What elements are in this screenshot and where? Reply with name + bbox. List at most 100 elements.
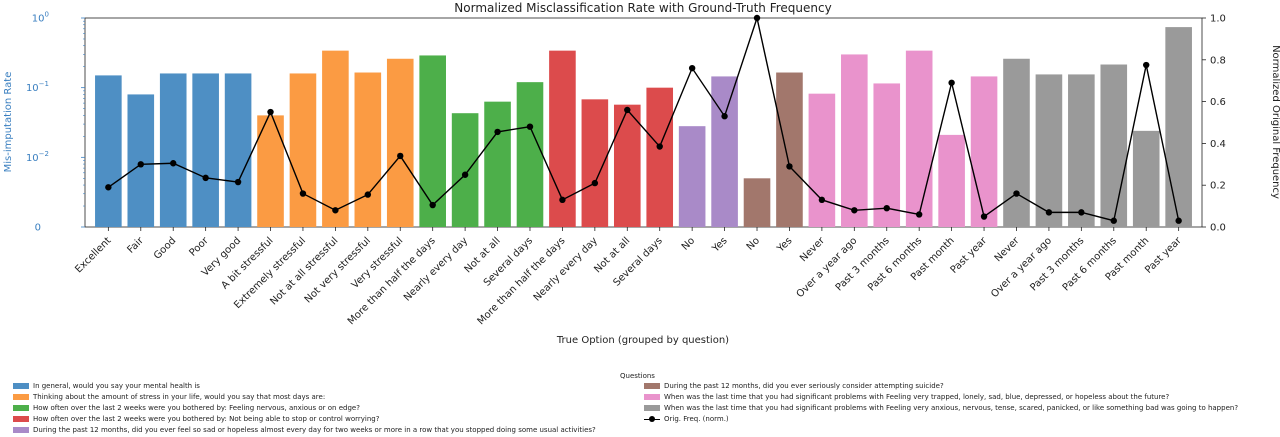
legend-label: How often over the last 2 weeks were you… <box>33 404 360 412</box>
line-marker <box>559 196 566 204</box>
bar <box>1068 74 1095 227</box>
line-marker <box>851 207 858 214</box>
legend-swatch <box>13 383 29 389</box>
left-y-axis: 100 10−1 10−2 0 <box>26 11 85 234</box>
x-tick-label: Never <box>798 235 827 264</box>
y-tick-label: 0 <box>35 223 41 234</box>
plot-area-border <box>84 17 1203 228</box>
legend-item: How often over the last 2 weeks were you… <box>13 403 360 413</box>
line-marker <box>494 128 501 136</box>
y-tick-label: 100 <box>32 11 49 25</box>
line-marker <box>818 196 826 204</box>
bar <box>192 73 219 227</box>
x-tick-label: Yes <box>775 235 795 255</box>
legend-label: When was the last time that you had sign… <box>664 393 1170 401</box>
x-axis-label: True Option (grouped by question) <box>556 335 729 346</box>
line-marker <box>948 79 955 86</box>
bar <box>1100 64 1128 227</box>
legend-label: In general, would you say your mental he… <box>33 382 200 390</box>
line-marker <box>883 204 890 212</box>
bar <box>905 50 933 227</box>
plot-frame <box>84 17 1203 228</box>
line-marker <box>105 184 112 191</box>
line-marker <box>1110 217 1117 224</box>
bar <box>970 76 998 227</box>
bar <box>1035 74 1063 227</box>
bar <box>743 178 771 227</box>
bar <box>1165 27 1192 227</box>
bar <box>1132 130 1160 227</box>
frequency-line-series <box>105 14 1182 224</box>
x-tick-label: Never <box>993 235 1022 264</box>
y2-tick-label: 0.6 <box>1210 97 1226 108</box>
line-marker <box>1045 209 1053 216</box>
right-y-axis-label: Normalized Original Frequency <box>1270 45 1280 199</box>
bar <box>841 54 868 228</box>
y-tick-label: 10−2 <box>26 150 49 164</box>
x-tick-label: Past year <box>1143 235 1184 276</box>
bar <box>613 104 641 227</box>
line-marker <box>688 64 696 72</box>
x-tick-label: Over a year ago <box>795 235 860 300</box>
legend-label: When was the last time that you had sign… <box>664 404 1239 412</box>
bar <box>419 55 446 228</box>
legend-title: Questions <box>620 372 655 380</box>
legend-swatch <box>644 394 660 400</box>
legend-swatch <box>13 394 29 400</box>
bar <box>484 101 511 227</box>
y-axis-label: Mis-imputation Rate <box>3 72 14 173</box>
line-marker <box>364 191 372 198</box>
line-marker <box>1078 209 1085 216</box>
line-marker <box>397 152 404 160</box>
legend-item: In general, would you say your mental he… <box>13 381 200 391</box>
line-marker <box>332 207 339 214</box>
legend-line-swatch <box>644 415 660 423</box>
y2-tick-label: 0.2 <box>1210 181 1226 192</box>
line-marker <box>137 161 144 168</box>
bar <box>1003 58 1030 228</box>
y-tick-label: 10−1 <box>26 80 49 94</box>
line-marker <box>526 123 534 130</box>
line-marker <box>1143 61 1150 69</box>
bars <box>95 27 1192 228</box>
line-marker <box>461 171 469 178</box>
x-tick-label: Nearly every day <box>532 235 600 303</box>
legend-swatch <box>644 405 660 411</box>
bar <box>224 73 252 227</box>
line-marker <box>624 106 631 114</box>
bar <box>386 58 414 228</box>
chart-title: Normalized Misclassification Rate with G… <box>454 1 831 15</box>
legend-item: How often over the last 2 weeks were you… <box>13 414 379 424</box>
line-marker <box>591 179 599 187</box>
y2-tick-label: 0.8 <box>1210 55 1226 66</box>
x-tick-label: No <box>680 235 697 252</box>
bar <box>776 72 803 228</box>
line-marker <box>170 160 177 167</box>
bar <box>516 82 544 228</box>
legend-swatch <box>13 416 29 422</box>
legend-item: During the past 12 months, did you ever … <box>644 381 944 391</box>
line-marker <box>1013 190 1020 197</box>
line-marker <box>656 143 663 150</box>
legend-item: When was the last time that you had sign… <box>644 392 1169 402</box>
right-y-axis: 0.0 0.2 0.4 0.6 0.8 1.0 <box>1202 14 1226 234</box>
bar <box>808 93 836 227</box>
legend-label: During the past 12 months, did you ever … <box>33 426 596 434</box>
legend-item: When was the last time that you had sign… <box>644 403 1238 413</box>
bar <box>873 83 901 227</box>
x-tick-label: Poor <box>187 235 211 259</box>
line-marker <box>1175 217 1182 224</box>
line-marker <box>980 213 988 220</box>
legend-label: How often over the last 2 weeks were you… <box>33 415 380 423</box>
line-marker <box>202 174 209 182</box>
x-tick-label: Over a year ago <box>989 235 1054 300</box>
bar <box>711 76 738 227</box>
x-tick-label: No <box>745 235 762 252</box>
legend-swatch <box>13 427 29 433</box>
bar <box>289 73 317 227</box>
bar <box>678 126 706 227</box>
line-marker <box>299 190 307 197</box>
y2-tick-label: 1.0 <box>1210 14 1226 25</box>
line-marker <box>234 178 242 186</box>
